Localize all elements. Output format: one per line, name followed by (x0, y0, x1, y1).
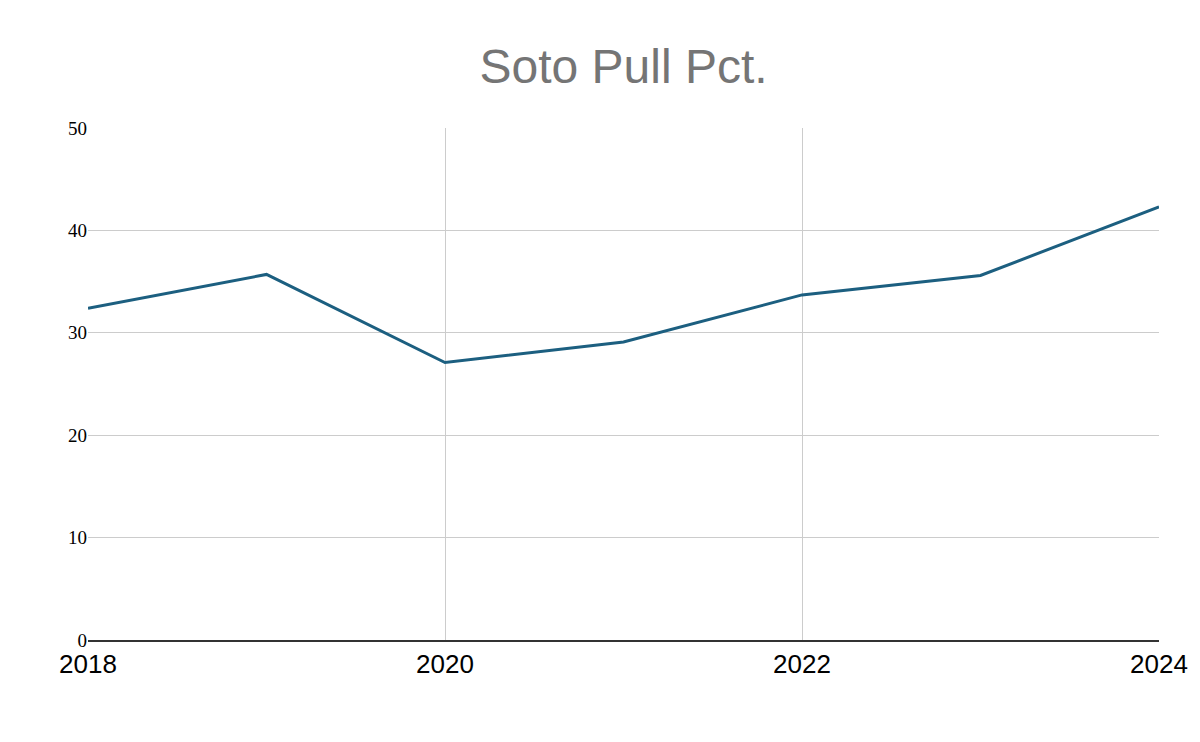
svg-text:Soto Pull Pct.: Soto Pull Pct. (479, 40, 767, 93)
svg-text:2018: 2018 (59, 649, 117, 679)
svg-text:0: 0 (78, 630, 88, 651)
svg-text:40: 40 (68, 220, 87, 241)
svg-text:10: 10 (68, 527, 87, 548)
svg-text:2020: 2020 (416, 649, 474, 679)
svg-text:50: 50 (68, 118, 87, 139)
svg-text:20: 20 (68, 425, 87, 446)
svg-text:2024: 2024 (1130, 649, 1188, 679)
svg-text:2022: 2022 (773, 649, 831, 679)
svg-text:30: 30 (68, 322, 87, 343)
